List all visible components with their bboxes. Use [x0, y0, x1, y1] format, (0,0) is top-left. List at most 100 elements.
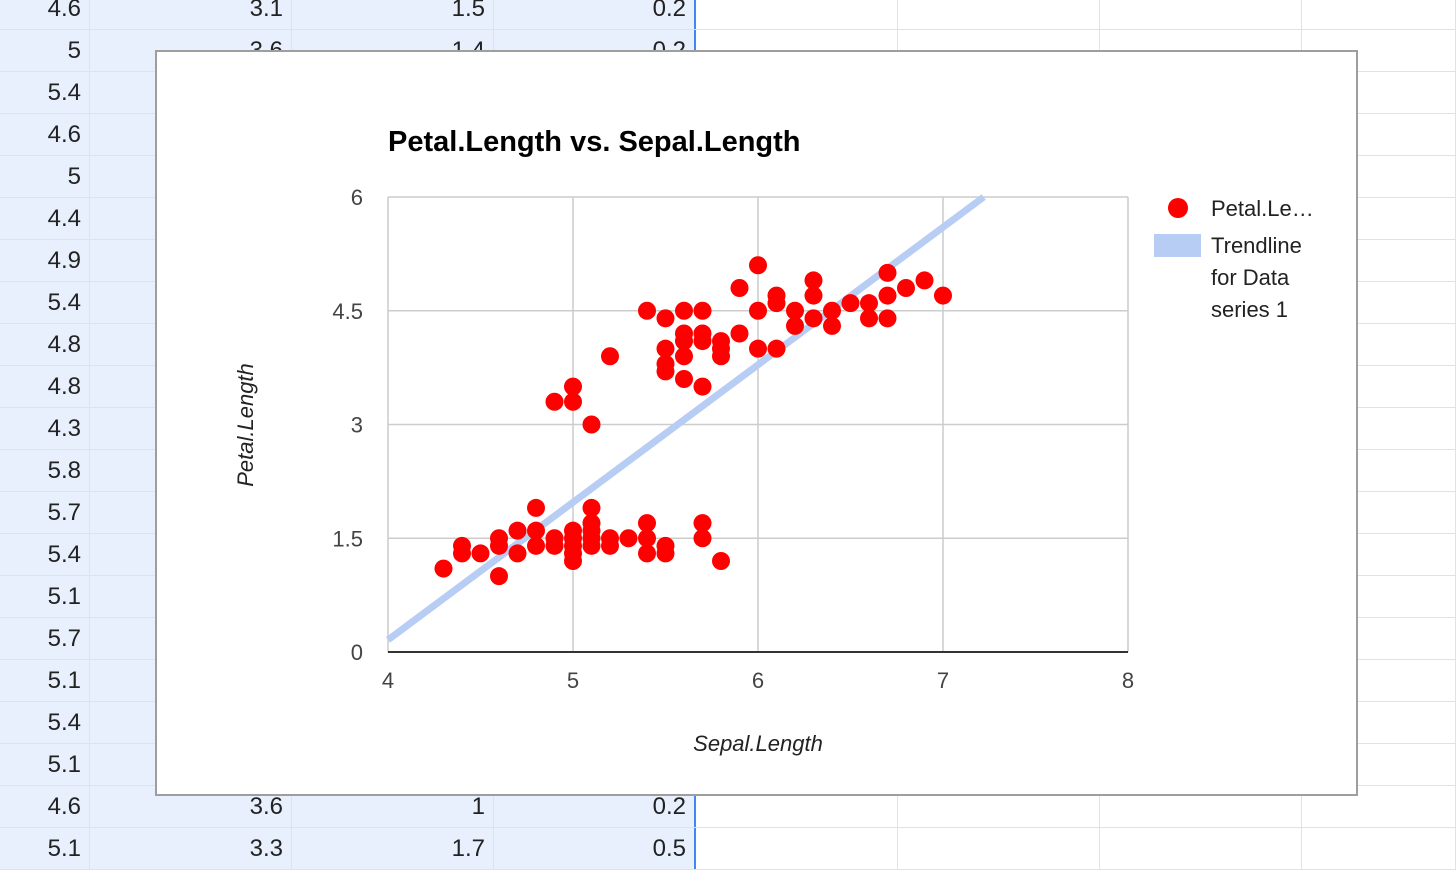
- data-point: [656, 309, 675, 328]
- sheet-cell[interactable]: [696, 828, 898, 869]
- sheet-cell[interactable]: 5.1: [0, 660, 90, 701]
- sheet-cell[interactable]: [696, 786, 898, 827]
- data-point: [638, 529, 656, 548]
- data-point: [638, 514, 656, 533]
- sheet-row: 5.1 3.3 1.7 0.5: [0, 828, 1456, 870]
- axes: 4 5 6 7 8 0 1.5 3 4.5 6: [332, 185, 1134, 693]
- y-tick-label: 3: [351, 413, 363, 438]
- sheet-cell[interactable]: 5.4: [0, 534, 90, 575]
- sheet-cell[interactable]: [1100, 0, 1302, 29]
- data-point: [434, 559, 453, 578]
- data-point: [656, 536, 675, 555]
- data-points: [434, 256, 952, 586]
- data-point: [527, 536, 545, 555]
- sheet-cell[interactable]: 4.9: [0, 240, 90, 281]
- data-point: [712, 552, 730, 570]
- sheet-cell[interactable]: 5: [0, 30, 90, 71]
- chart-container[interactable]: Petal.Length vs. Sepal.Length 4 5 6 7 8 0 1.5 3…: [155, 50, 1358, 796]
- data-point: [878, 309, 897, 328]
- data-point: [730, 279, 749, 297]
- legend: Petal.Le… Trendline for Data series 1: [1154, 196, 1314, 322]
- sheet-cell[interactable]: 0.2: [494, 0, 696, 29]
- sheet-cell[interactable]: [1302, 0, 1456, 29]
- data-point: [508, 521, 527, 540]
- sheet-cell[interactable]: 5: [0, 156, 90, 197]
- chart-title: Petal.Length vs. Sepal.Length: [388, 126, 801, 158]
- trendline-line: [385, 194, 986, 643]
- sheet-cell[interactable]: [1302, 828, 1456, 869]
- data-point: [675, 347, 693, 366]
- data-point: [767, 286, 786, 305]
- sheet-cell[interactable]: 3.1: [90, 0, 292, 29]
- sheet-cell[interactable]: 1.7: [292, 828, 494, 869]
- sheet-cell[interactable]: 3.3: [90, 828, 292, 869]
- sheet-cell[interactable]: 5.7: [0, 618, 90, 659]
- sheet-cell[interactable]: 5.1: [0, 744, 90, 785]
- sheet-cell[interactable]: 5.7: [0, 492, 90, 533]
- sheet-cell[interactable]: 1.5: [292, 0, 494, 29]
- data-point: [582, 498, 601, 517]
- data-point: [675, 301, 693, 320]
- data-point: [878, 286, 897, 305]
- sheet-cell[interactable]: [898, 0, 1100, 29]
- data-point: [786, 301, 804, 320]
- legend-label-trendline: series 1: [1211, 297, 1288, 322]
- data-point: [675, 324, 693, 343]
- x-tick-label: 4: [382, 668, 394, 693]
- y-tick-label: 0: [351, 640, 363, 665]
- y-tick-label: 6: [351, 185, 363, 210]
- data-point: [693, 324, 712, 343]
- sheet-cell[interactable]: [696, 0, 898, 29]
- sheet-cell[interactable]: 5.1: [0, 828, 90, 869]
- data-point: [804, 286, 823, 305]
- sheet-cell[interactable]: 4.3: [0, 408, 90, 449]
- data-point: [915, 271, 934, 290]
- x-tick-label: 7: [937, 668, 949, 693]
- data-point: [471, 544, 490, 563]
- data-point: [804, 309, 823, 328]
- trendline: [385, 194, 986, 643]
- sheet-cell[interactable]: 4.8: [0, 324, 90, 365]
- data-point: [638, 544, 656, 563]
- data-point: [601, 347, 619, 366]
- data-point: [934, 286, 952, 305]
- sheet-cell[interactable]: 4.8: [0, 366, 90, 407]
- sheet-cell[interactable]: 4.4: [0, 198, 90, 239]
- sheet-cell[interactable]: 4.6: [0, 114, 90, 155]
- data-point: [564, 392, 582, 411]
- sheet-cell[interactable]: [1100, 786, 1302, 827]
- sheet-cell[interactable]: 5.8: [0, 450, 90, 491]
- legend-marker-series: [1168, 198, 1188, 218]
- data-point: [564, 377, 582, 396]
- sheet-cell[interactable]: 5.1: [0, 576, 90, 617]
- data-point: [527, 521, 545, 540]
- data-point: [693, 514, 712, 533]
- legend-label-series: Petal.Le…: [1211, 196, 1314, 221]
- data-point: [823, 316, 841, 335]
- data-point: [823, 301, 841, 320]
- y-axis-title: Petal.Length: [233, 363, 258, 487]
- data-point: [786, 316, 804, 335]
- data-point: [841, 294, 860, 313]
- sheet-cell[interactable]: 5.4: [0, 282, 90, 323]
- data-point: [693, 301, 712, 320]
- sheet-cell[interactable]: [1100, 828, 1302, 869]
- sheet-cell[interactable]: [898, 828, 1100, 869]
- x-axis-title: Sepal.Length: [693, 731, 823, 756]
- data-point: [656, 354, 675, 373]
- sheet-cell[interactable]: 4.6: [0, 0, 90, 29]
- data-point: [897, 279, 915, 297]
- x-tick-label: 5: [567, 668, 579, 693]
- data-point: [545, 529, 564, 548]
- sheet-cell[interactable]: 4.6: [0, 786, 90, 827]
- sheet-cell[interactable]: 5.4: [0, 72, 90, 113]
- sheet-cell[interactable]: 5.4: [0, 702, 90, 743]
- data-point: [545, 392, 564, 411]
- sheet-cell[interactable]: 0.5: [494, 828, 696, 869]
- data-point: [601, 529, 619, 548]
- data-point: [749, 256, 767, 275]
- legend-label-trendline: Trendline: [1211, 233, 1302, 258]
- data-point: [564, 521, 582, 540]
- sheet-cell[interactable]: [898, 786, 1100, 827]
- legend-marker-trendline: [1154, 234, 1201, 257]
